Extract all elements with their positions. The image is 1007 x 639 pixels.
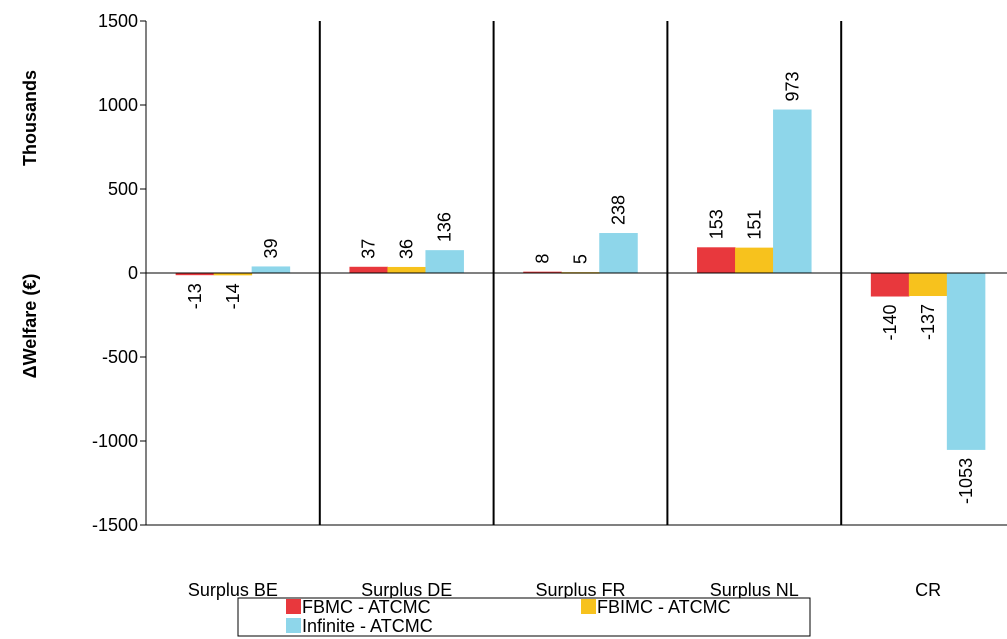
data-label: 8 bbox=[533, 254, 553, 264]
legend-swatch bbox=[581, 599, 596, 614]
y-tick-label: -1000 bbox=[92, 431, 138, 451]
bar bbox=[387, 266, 426, 273]
bar bbox=[213, 273, 253, 276]
data-label: -14 bbox=[223, 283, 243, 309]
data-label: 37 bbox=[359, 239, 379, 259]
data-label: 238 bbox=[609, 195, 629, 225]
x-category-label: Surplus DE bbox=[361, 580, 452, 600]
y-axis-label: ΔWelfare (€) bbox=[20, 274, 40, 379]
y-tick-label: 1500 bbox=[98, 11, 138, 31]
legend-box bbox=[237, 597, 811, 637]
data-label: -137 bbox=[918, 304, 938, 340]
y-tick-label: 1000 bbox=[98, 95, 138, 115]
legend-label: Infinite - ATCMC bbox=[302, 616, 433, 636]
y-tick-label: 500 bbox=[108, 179, 138, 199]
y-axis-unit: Thousands bbox=[20, 70, 40, 166]
legend-label: FBIMC - ATCMC bbox=[597, 597, 731, 617]
plot-area: -1500 -1000 -500 0 500 1000 1500 -13 -14 39 Surplu… bbox=[92, 11, 1007, 600]
y-tick-label: -1500 bbox=[92, 515, 138, 535]
legend: FBMC - ATCMC FBIMC - ATCMC Infinite - ATCM… bbox=[237, 597, 811, 637]
y-tick-label: 0 bbox=[128, 263, 138, 283]
bar bbox=[425, 250, 464, 273]
bar bbox=[908, 273, 948, 297]
bar bbox=[946, 273, 986, 450]
bar bbox=[523, 271, 562, 274]
legend-swatch bbox=[286, 618, 301, 633]
bar bbox=[773, 109, 812, 273]
data-label: -140 bbox=[880, 305, 900, 341]
data-label: -1053 bbox=[956, 458, 976, 504]
bar bbox=[599, 233, 638, 273]
legend-swatch bbox=[286, 599, 301, 614]
x-category-label: Surplus FR bbox=[535, 580, 625, 600]
y-tick-label: -500 bbox=[102, 347, 138, 367]
data-label: 153 bbox=[706, 209, 726, 239]
bar bbox=[251, 266, 291, 273]
x-category-label: CR bbox=[915, 580, 941, 600]
data-label: -13 bbox=[185, 283, 205, 309]
data-label: 151 bbox=[744, 210, 764, 240]
data-label: 136 bbox=[435, 212, 455, 242]
x-category-label: Surplus BE bbox=[188, 580, 278, 600]
data-label: 39 bbox=[261, 238, 281, 258]
bar bbox=[697, 247, 736, 273]
bar bbox=[175, 273, 215, 276]
bar bbox=[735, 247, 774, 273]
data-label: 36 bbox=[397, 239, 417, 259]
bar bbox=[349, 266, 388, 273]
legend-label: FBMC - ATCMC bbox=[302, 597, 431, 617]
bar bbox=[870, 273, 910, 297]
data-label: 5 bbox=[571, 254, 591, 264]
data-label: 973 bbox=[782, 71, 802, 101]
x-category-label: Surplus NL bbox=[710, 580, 799, 600]
